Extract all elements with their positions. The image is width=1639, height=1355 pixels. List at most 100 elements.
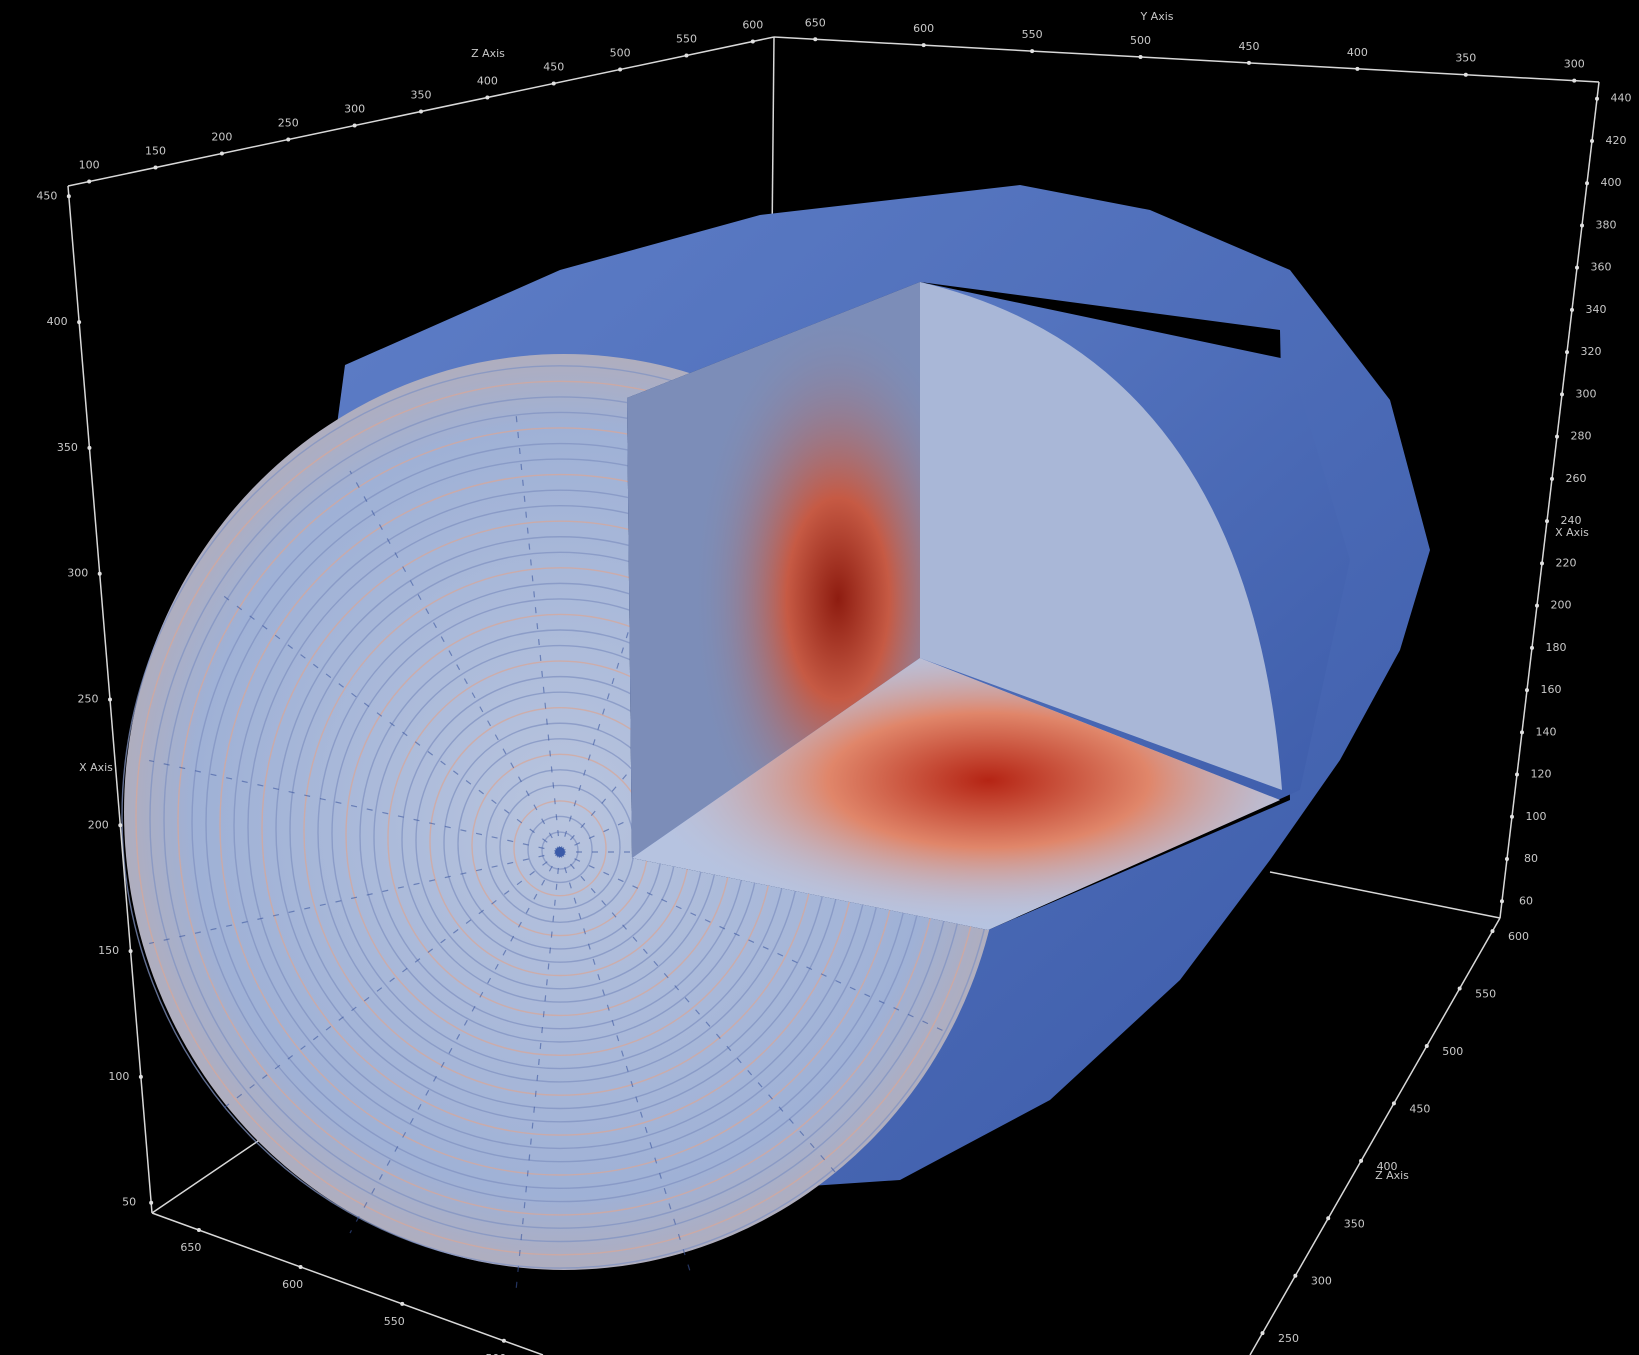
axis-title: X Axis bbox=[1555, 526, 1589, 539]
tick-label: 500 bbox=[1442, 1045, 1463, 1058]
pith bbox=[555, 847, 565, 857]
tick-mark bbox=[1355, 66, 1360, 71]
tick-mark bbox=[1595, 96, 1600, 101]
tick-label: 120 bbox=[1530, 768, 1551, 781]
axis-title: Z Axis bbox=[471, 47, 505, 60]
tick-label: 150 bbox=[145, 145, 166, 158]
tick-mark bbox=[551, 81, 556, 86]
axis-line bbox=[773, 36, 1600, 83]
tick-mark bbox=[87, 179, 92, 184]
tick-label: 450 bbox=[1238, 40, 1259, 53]
axis-title: X Axis bbox=[79, 761, 113, 774]
tick-mark bbox=[1580, 223, 1585, 228]
tick-mark bbox=[1391, 1101, 1396, 1106]
tick-mark bbox=[1463, 72, 1468, 77]
tick-label: 160 bbox=[1540, 683, 1561, 696]
axis-line bbox=[1249, 917, 1501, 1355]
axis-title: Y Axis bbox=[1139, 10, 1173, 23]
axis-title: Z Axis bbox=[1375, 1169, 1409, 1182]
tick-label: 300 bbox=[344, 103, 365, 116]
tick-label: 350 bbox=[1455, 52, 1476, 65]
tick-mark bbox=[1534, 603, 1539, 608]
tick-label: 600 bbox=[742, 18, 763, 31]
tick-mark bbox=[813, 37, 818, 42]
tick-label: 100 bbox=[1525, 810, 1546, 823]
tick-label: 420 bbox=[1606, 134, 1627, 147]
tick-mark bbox=[618, 67, 623, 72]
tick-mark bbox=[1359, 1158, 1364, 1163]
tick-mark bbox=[1565, 350, 1570, 355]
tick-mark bbox=[128, 949, 133, 954]
tick-mark bbox=[97, 571, 102, 576]
tick-mark bbox=[1539, 561, 1544, 566]
tick-label: 250 bbox=[78, 693, 99, 706]
tick-label: 500 bbox=[485, 1352, 506, 1355]
ring bbox=[541, 831, 579, 870]
tick-label: 550 bbox=[1022, 28, 1043, 41]
tick-label: 380 bbox=[1596, 218, 1617, 231]
ring bbox=[513, 800, 607, 897]
tick-label: 400 bbox=[47, 315, 68, 328]
tick-label: 60 bbox=[1519, 894, 1533, 907]
tick-label: 300 bbox=[1576, 387, 1597, 400]
tick-mark bbox=[485, 95, 490, 100]
tick-label: 340 bbox=[1586, 303, 1607, 316]
ray-crack bbox=[149, 759, 561, 853]
cut-plane-side bbox=[920, 282, 1282, 790]
tick-mark bbox=[1544, 519, 1549, 524]
tick-label: 650 bbox=[805, 16, 826, 29]
tick-mark bbox=[1529, 645, 1534, 650]
tick-mark bbox=[219, 151, 224, 156]
tick-mark bbox=[149, 1200, 154, 1205]
tick-label: 600 bbox=[282, 1278, 303, 1291]
tick-label: 350 bbox=[57, 441, 78, 454]
tick-label: 200 bbox=[88, 818, 109, 831]
axis-line bbox=[151, 1212, 544, 1355]
tick-label: 300 bbox=[1311, 1275, 1332, 1288]
tick-mark bbox=[921, 43, 926, 48]
tick-mark bbox=[1424, 1043, 1429, 1048]
tick-label: 300 bbox=[1564, 58, 1585, 71]
tick-label: 220 bbox=[1555, 556, 1576, 569]
box-edge bbox=[1269, 871, 1501, 919]
ray-crack bbox=[219, 851, 561, 1112]
tick-mark bbox=[501, 1338, 506, 1343]
tick-label: 140 bbox=[1535, 725, 1556, 738]
tick-label: 100 bbox=[108, 1070, 129, 1083]
tick-mark bbox=[153, 165, 158, 170]
tick-mark bbox=[298, 1264, 303, 1269]
ray-crack bbox=[149, 851, 561, 945]
tick-mark bbox=[1555, 434, 1560, 439]
tick-mark bbox=[1138, 54, 1143, 59]
tick-mark bbox=[1499, 899, 1504, 904]
tick-label: 200 bbox=[211, 131, 232, 144]
tick-label: 350 bbox=[1344, 1217, 1365, 1230]
cut-plane-hotspot bbox=[627, 282, 920, 858]
tick-mark bbox=[66, 194, 71, 199]
tick-label: 450 bbox=[543, 60, 564, 73]
tick-label: 400 bbox=[1347, 46, 1368, 59]
tick-label: 600 bbox=[913, 22, 934, 35]
tick-mark bbox=[138, 1074, 143, 1079]
log-volume bbox=[121, 185, 1430, 1290]
tick-label: 300 bbox=[67, 567, 88, 580]
tick-mark bbox=[1490, 929, 1495, 934]
cut-plane-bottom-hotspot bbox=[632, 658, 1280, 930]
tick-mark bbox=[1457, 986, 1462, 991]
tick-mark bbox=[286, 137, 291, 142]
ray-crack bbox=[559, 851, 944, 1032]
tick-label: 650 bbox=[180, 1241, 201, 1254]
tick-label: 550 bbox=[1475, 988, 1496, 1001]
tick-mark bbox=[1590, 138, 1595, 143]
tick-mark bbox=[1030, 49, 1035, 54]
tick-mark bbox=[1524, 688, 1529, 693]
tick-label: 360 bbox=[1591, 261, 1612, 274]
tick-mark bbox=[1572, 78, 1577, 83]
axis-line bbox=[1499, 81, 1600, 919]
ray-crack bbox=[219, 592, 561, 853]
tick-mark bbox=[1560, 392, 1565, 397]
tick-label: 500 bbox=[610, 46, 631, 59]
tick-mark bbox=[1509, 814, 1514, 819]
tick-mark bbox=[352, 123, 357, 128]
tick-label: 400 bbox=[1601, 176, 1622, 189]
